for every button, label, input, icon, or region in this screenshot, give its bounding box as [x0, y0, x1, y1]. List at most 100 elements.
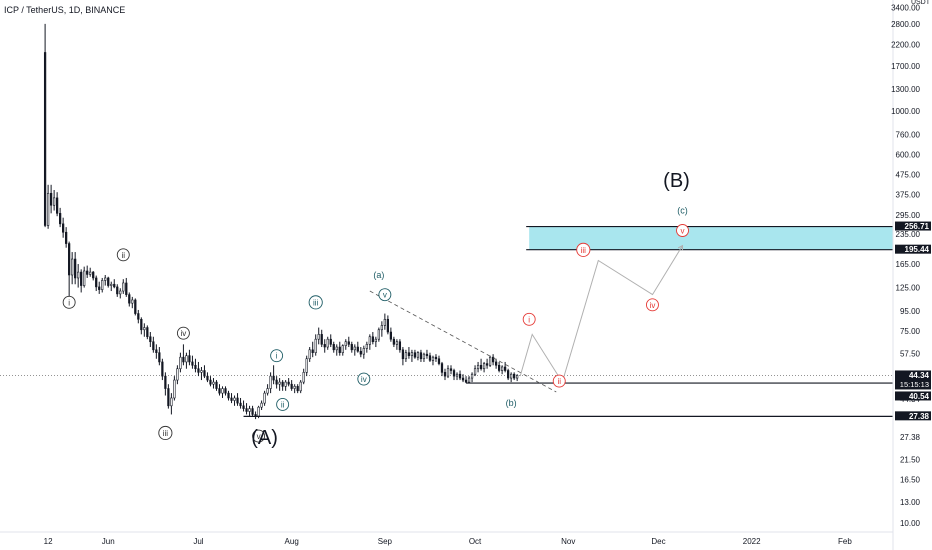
y-tick-label: 27.38 — [900, 433, 921, 442]
candle — [143, 327, 146, 331]
candle — [452, 370, 456, 377]
y-tick-label: 95.00 — [900, 307, 921, 316]
wave-label-v-black: v — [252, 429, 266, 443]
candle — [227, 392, 230, 399]
candle — [482, 363, 486, 370]
candle — [491, 356, 495, 363]
candle — [43, 52, 47, 226]
candle — [461, 377, 465, 381]
price-label-27-38: 27.38 — [895, 411, 931, 421]
candle — [170, 397, 173, 407]
candle — [155, 349, 158, 353]
price-label-256-71-text: 256.71 — [905, 222, 930, 231]
current-price-label-text: 44.34 — [909, 371, 930, 380]
price-label-27-38-text: 27.38 — [909, 412, 930, 421]
candle — [197, 368, 200, 373]
wave-label-v-teal: v — [378, 288, 392, 302]
candle — [275, 379, 278, 385]
candle — [513, 373, 516, 379]
wave-label-c-teal: (c) — [677, 205, 688, 215]
x-axis: 12 Jun Jul Aug Sep Oct Nov Dec 2022 Feb — [0, 531, 893, 546]
candle — [455, 373, 459, 377]
y-tick-label: 10.00 — [900, 519, 921, 528]
candle — [419, 352, 423, 360]
candle — [86, 270, 89, 275]
wave-circle — [378, 288, 392, 302]
chart-title: ICP / TetherUS, 1D, BINANCE — [4, 5, 126, 15]
candle — [344, 341, 347, 346]
candle — [269, 375, 272, 389]
annotation-lines-layer — [369, 244, 684, 393]
candle — [49, 192, 53, 206]
candle — [119, 290, 122, 295]
candle — [329, 338, 332, 345]
candle — [416, 352, 420, 358]
y-tick-label: 75.00 — [900, 327, 921, 336]
candle — [134, 299, 137, 314]
wave-circle — [62, 295, 76, 309]
candle — [467, 377, 471, 383]
candle — [353, 346, 356, 351]
candle — [206, 375, 209, 381]
candle — [164, 375, 167, 389]
candle — [77, 271, 80, 279]
y-tick-label: 1300.00 — [891, 85, 920, 94]
candle — [281, 381, 284, 387]
candle — [131, 299, 134, 304]
wave-text: iv — [181, 329, 187, 338]
candle — [107, 277, 110, 286]
wave-circle — [252, 429, 266, 443]
y-tick-label: 3400.00 — [891, 3, 920, 12]
candle — [398, 341, 402, 351]
y-tick-label: 1700.00 — [891, 62, 920, 71]
y-axis-currency: USDT — [911, 0, 931, 6]
candle — [161, 361, 164, 377]
trendline — [369, 290, 557, 393]
wave-label-iv-red: iv — [646, 298, 659, 312]
candle — [260, 402, 263, 408]
price-label-256-71: 256.71 — [895, 221, 931, 231]
wave-label-ii-teal: ii — [276, 398, 290, 411]
wave-circle — [522, 312, 536, 326]
wave-label-iv-black: iv — [176, 326, 190, 340]
x-tick-label: 12 — [44, 537, 53, 546]
candle — [125, 282, 128, 295]
wave-circle — [116, 248, 130, 262]
candle — [320, 334, 323, 345]
wave-text: iii — [581, 246, 587, 255]
price-label-195-44-bg — [895, 244, 931, 254]
candle — [104, 277, 107, 281]
y-tick-label: 295.00 — [896, 211, 921, 220]
candle — [464, 379, 468, 383]
candle — [434, 356, 438, 360]
candle — [245, 408, 248, 412]
candle — [254, 414, 257, 417]
candle — [95, 277, 98, 288]
candle — [458, 373, 462, 379]
candle — [83, 270, 86, 286]
candle — [167, 388, 170, 407]
y-tick-label: 125.00 — [896, 284, 921, 293]
candle — [410, 352, 414, 356]
candle — [497, 364, 501, 371]
candle — [116, 286, 119, 295]
candle — [98, 286, 101, 290]
wave-label-ii-red: ii — [552, 374, 566, 388]
candle — [59, 213, 62, 225]
candle — [350, 344, 353, 351]
candle — [386, 318, 389, 333]
candle — [287, 381, 290, 385]
wave-circle — [308, 295, 323, 310]
wave-text: i — [528, 315, 530, 324]
wave-label-iii-teal: iii — [308, 295, 323, 310]
y-tick-label: 475.00 — [896, 170, 921, 179]
candle — [338, 346, 341, 353]
candle — [221, 388, 224, 394]
candle — [437, 358, 441, 364]
candle — [239, 402, 242, 407]
projection-arrowhead — [677, 244, 684, 251]
target-zone-layer — [529, 226, 893, 250]
target-zone — [529, 226, 893, 250]
wave-label-i-black: i — [62, 295, 76, 309]
